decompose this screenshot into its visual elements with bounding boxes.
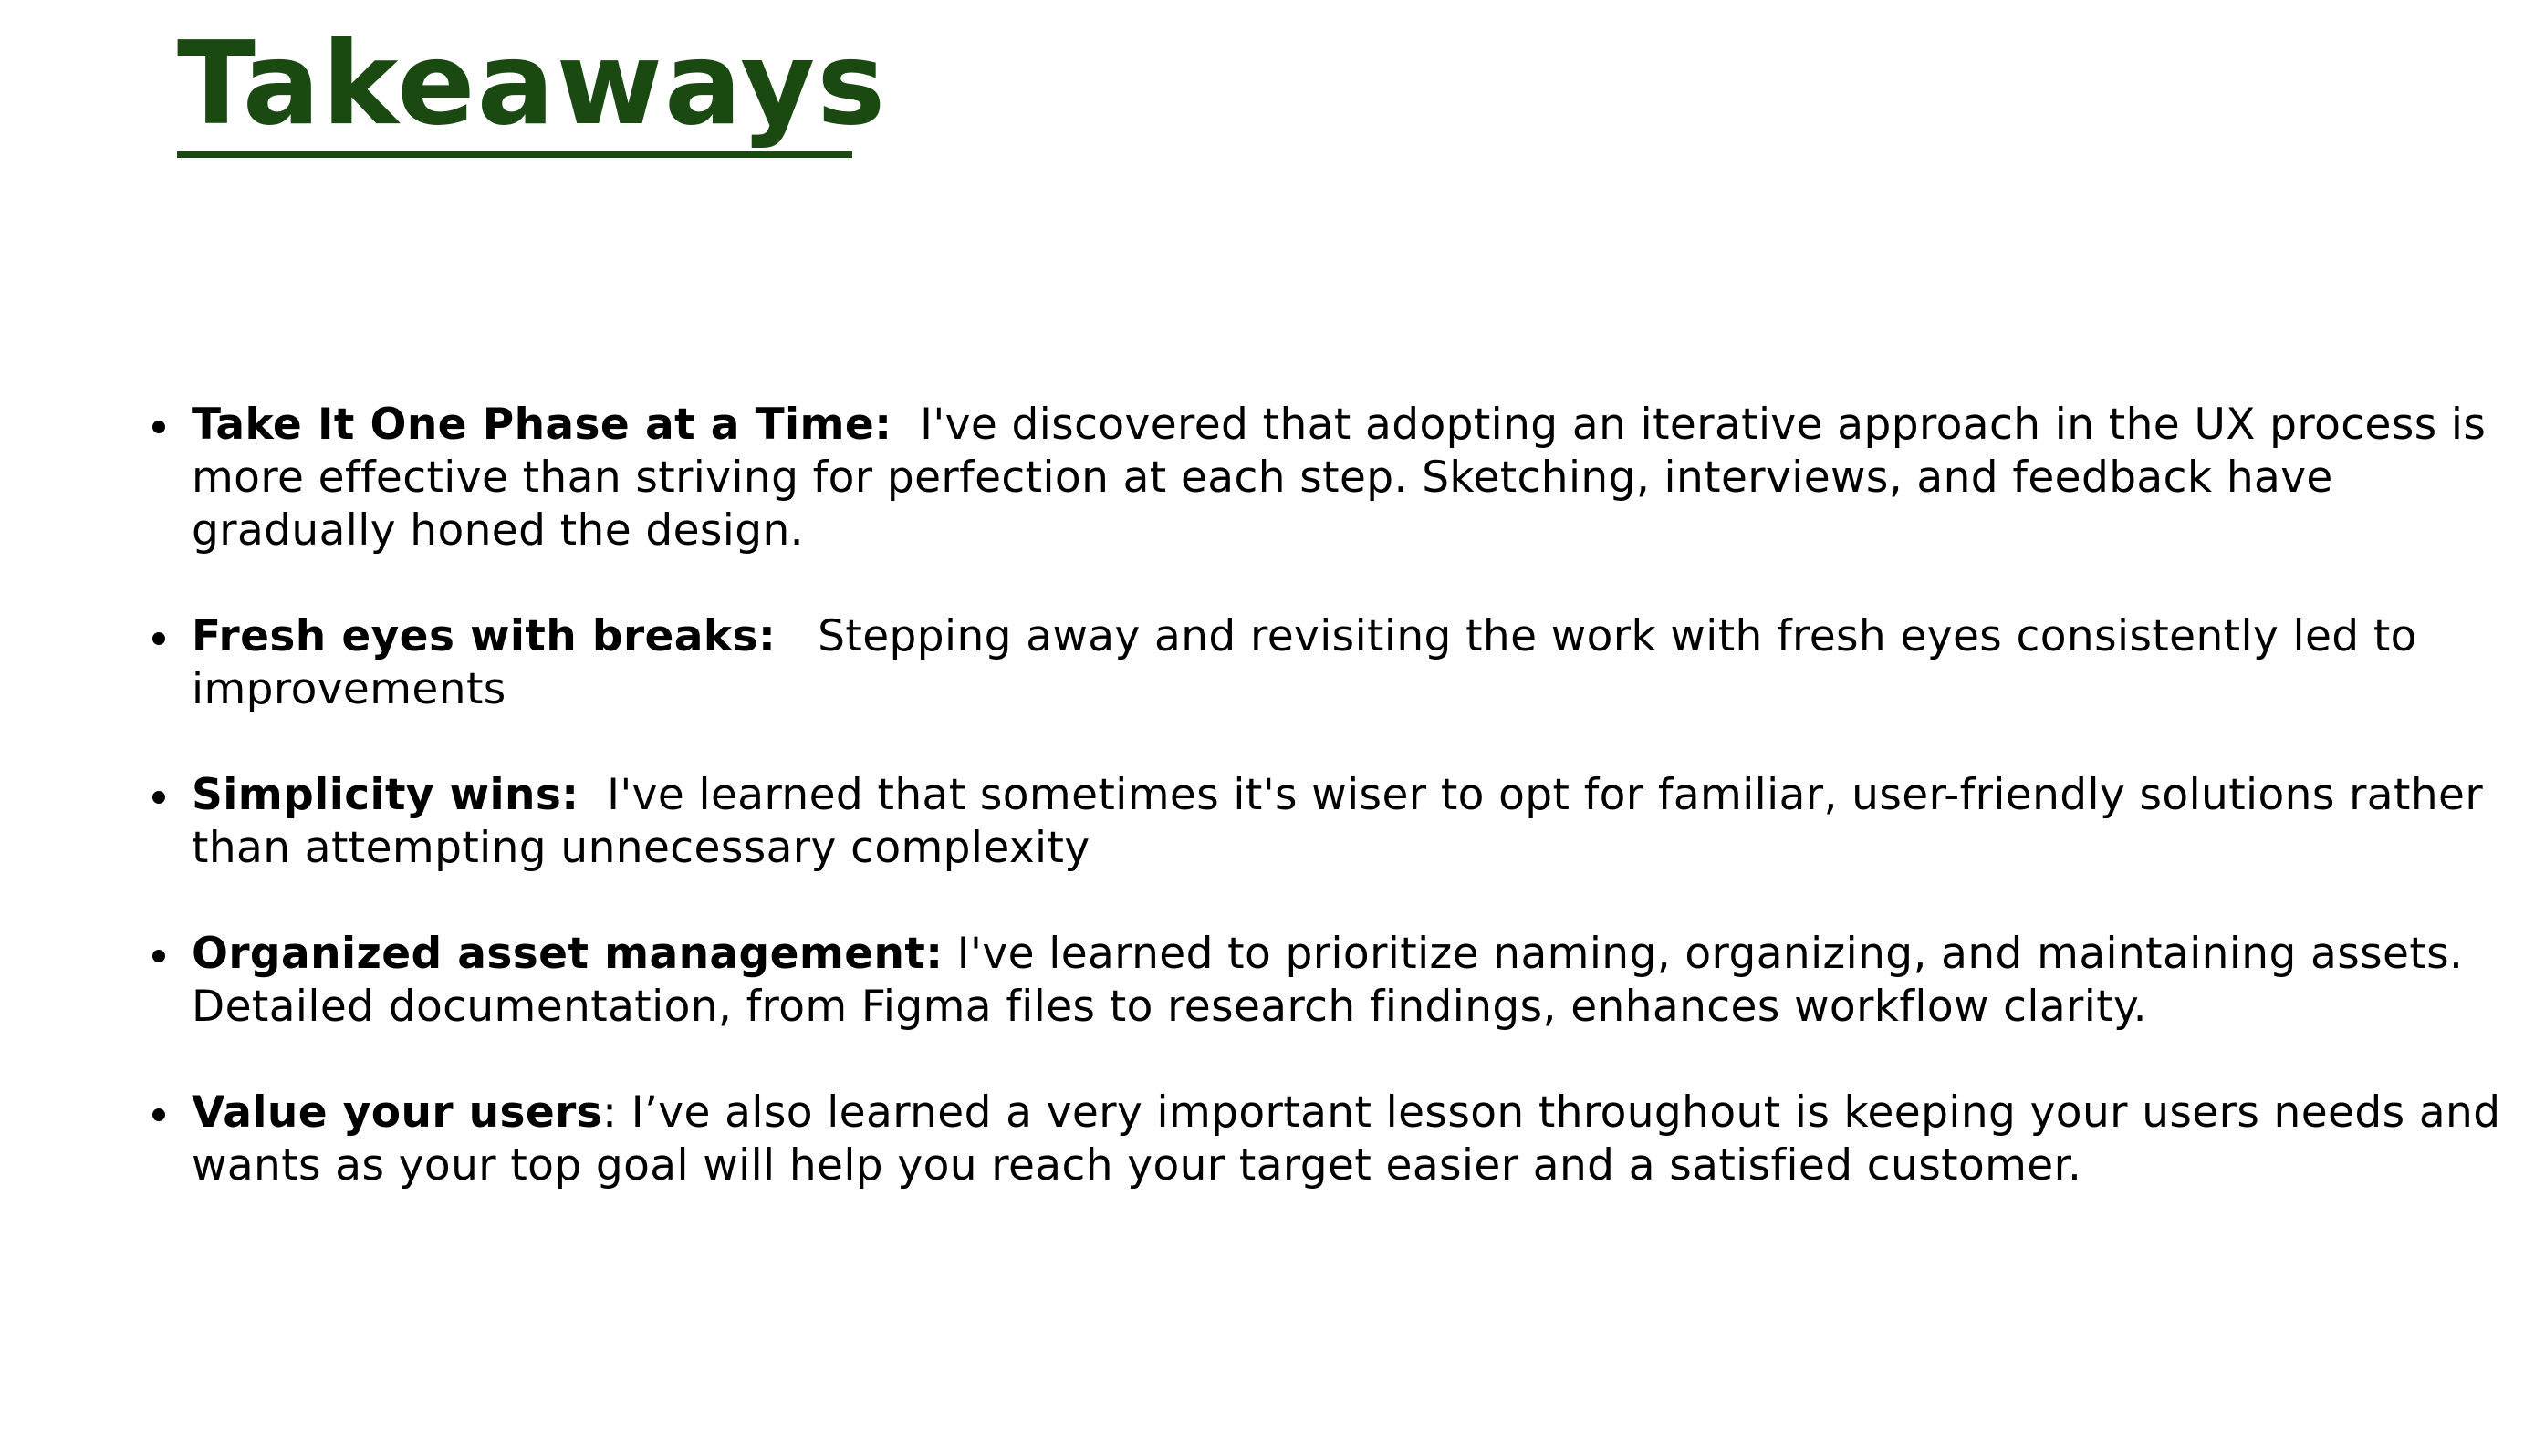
takeaway-item: Organized asset management: I've learned…	[192, 928, 2524, 1034]
takeaway-item: Simplicity wins: I've learned that somet…	[192, 769, 2524, 875]
bullet-icon	[152, 421, 165, 433]
takeaway-heading: Simplicity wins:	[192, 770, 579, 820]
bullet-icon	[152, 632, 165, 645]
title-underline	[177, 151, 852, 158]
takeaway-heading: Organized asset management:	[192, 929, 943, 979]
takeaway-item: Take It One Phase at a Time: I've discov…	[192, 399, 2524, 557]
bullet-icon	[152, 1108, 165, 1121]
takeaway-heading: Value your users	[192, 1087, 602, 1138]
takeaway-heading: Take It One Phase at a Time:	[192, 400, 892, 450]
page-title: Takeaways	[177, 18, 887, 151]
takeaway-heading: Fresh eyes with breaks:	[192, 611, 776, 661]
takeaways-list: Take It One Phase at a Time: I've discov…	[0, 399, 2524, 1245]
takeaway-item: Value your users: I’ve also learned a ve…	[192, 1087, 2524, 1192]
bullet-icon	[152, 950, 165, 962]
bullet-icon	[152, 791, 165, 804]
takeaway-item: Fresh eyes with breaks: Stepping away an…	[192, 610, 2524, 716]
